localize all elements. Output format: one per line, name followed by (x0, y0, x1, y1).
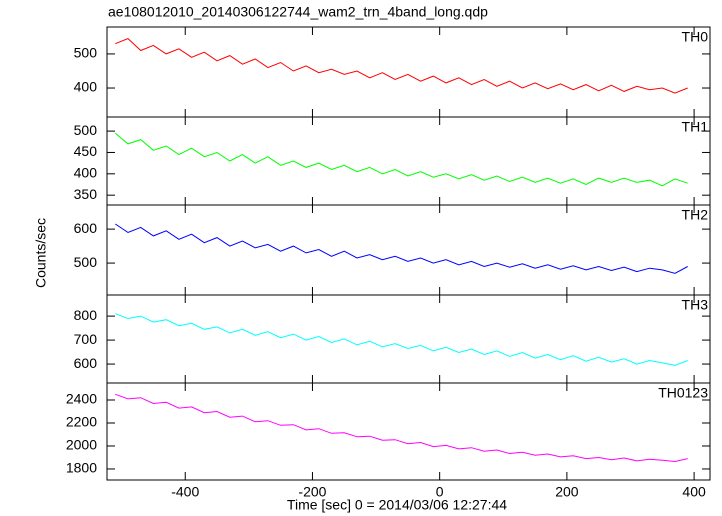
y-tick-label: 500 (74, 254, 98, 270)
panel-frame (106, 116, 711, 206)
y-tick-label: 400 (74, 79, 98, 95)
y-tick-label: 500 (74, 122, 98, 138)
y-tick-label: 800 (74, 307, 98, 323)
y-tick-label: 600 (74, 220, 98, 236)
x-tick-label: 200 (555, 484, 579, 500)
y-tick-label: 450 (74, 143, 98, 159)
y-tick-label: 350 (74, 186, 98, 202)
y-tick-label: 2000 (66, 437, 97, 453)
y-tick-label: 600 (74, 355, 98, 371)
series-label: TH3 (682, 297, 709, 313)
panel-frame (106, 294, 711, 384)
panel-frame (106, 204, 711, 296)
series-label: TH0 (682, 29, 709, 45)
y-tick-label: 1800 (66, 460, 97, 476)
y-tick-label: 500 (74, 45, 98, 61)
series-label: TH2 (682, 207, 709, 223)
x-axis-label: Time [sec] 0 = 2014/03/06 12:27:44 (287, 497, 507, 513)
light-curve (115, 38, 688, 94)
y-axis-label: Counts/sec (33, 218, 49, 288)
y-tick-label: 400 (74, 165, 98, 181)
x-tick-label: -200 (298, 484, 326, 500)
series-label: TH1 (682, 119, 709, 135)
x-tick-label: 400 (682, 484, 706, 500)
panel-frame (106, 382, 711, 481)
chart-title: ae108012010_20140306122744_wam2_trn_4ban… (108, 4, 488, 20)
x-tick-label: -400 (171, 484, 199, 500)
light-curve (115, 393, 688, 463)
x-tick-label: 0 (436, 484, 444, 500)
light-curve (114, 132, 688, 187)
y-tick-label: 700 (74, 331, 98, 347)
panel-frame (106, 26, 711, 118)
y-tick-label: 2200 (66, 414, 97, 430)
light-curve (115, 313, 688, 366)
light-curve (115, 223, 688, 274)
y-tick-label: 2400 (66, 391, 97, 407)
series-label: TH0123 (658, 385, 708, 401)
